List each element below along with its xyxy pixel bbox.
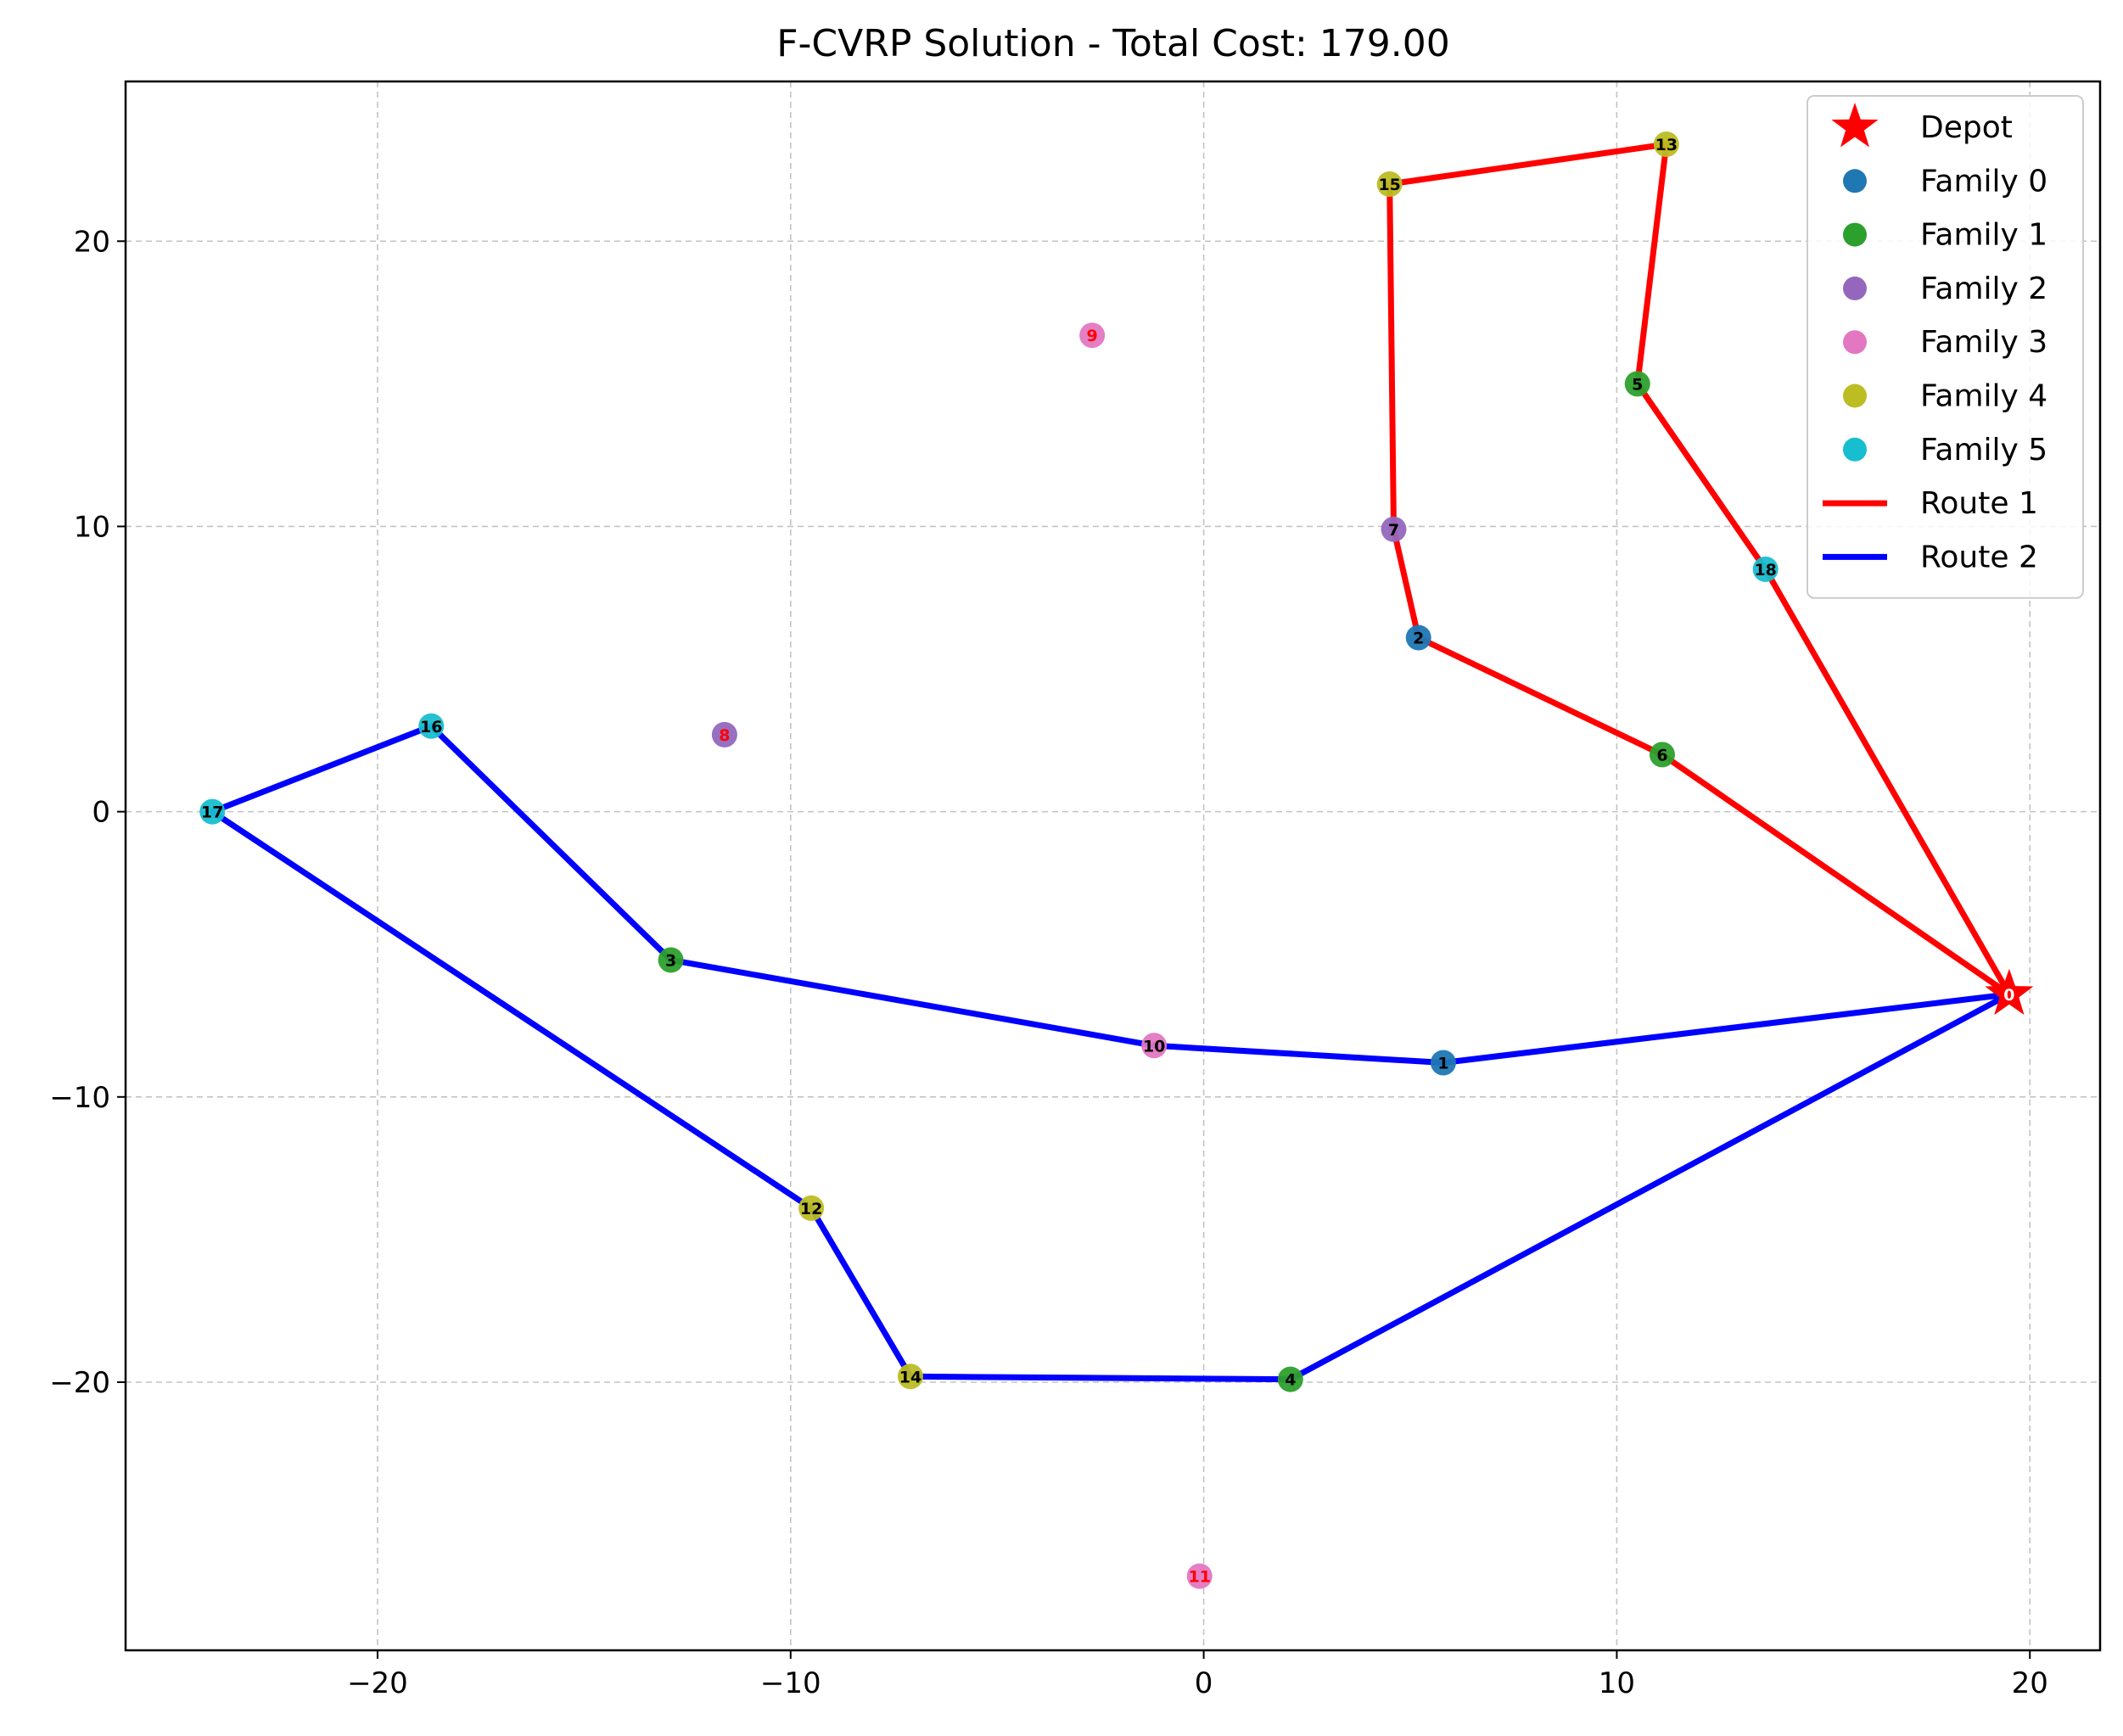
y-tick-label: 0 <box>92 796 110 830</box>
node-8-label: 8 <box>719 726 730 745</box>
legend-label: Depot <box>1920 110 2013 145</box>
legend-family-0-marker <box>1843 169 1867 193</box>
legend-depot-marker <box>1831 103 1879 148</box>
node-17-point <box>199 798 226 825</box>
plot-frame <box>124 80 2102 1652</box>
node-1-label: 1 <box>1437 1054 1448 1072</box>
node-12-point <box>798 1195 825 1221</box>
legend-label: Route 2 <box>1920 540 2038 574</box>
legend-box <box>1807 95 2084 599</box>
x-tick-label: −20 <box>347 1666 408 1700</box>
depot-star-marker <box>1985 968 2034 1016</box>
node-8-point <box>711 721 737 748</box>
x-tick-label: 20 <box>2012 1666 2048 1700</box>
node-17-label: 17 <box>201 804 223 822</box>
node-18-point <box>1752 556 1779 582</box>
node-2-point <box>1405 624 1431 651</box>
node-13-point <box>1653 131 1679 157</box>
legend-family-5-marker <box>1843 437 1867 462</box>
y-tick-label: 20 <box>74 225 110 259</box>
node-4-point <box>1277 1366 1303 1392</box>
legend-label: Family 4 <box>1920 379 2047 414</box>
node-10-point <box>1141 1033 1168 1059</box>
node-2-label: 2 <box>1413 630 1424 648</box>
legend-label: Route 1 <box>1920 486 2038 521</box>
legend-label: Family 1 <box>1920 218 2047 253</box>
legend-family-1-marker <box>1843 222 1867 247</box>
route-2-line <box>209 723 2011 1383</box>
node-7-label: 7 <box>1388 521 1399 540</box>
node-9-point <box>1079 322 1106 349</box>
node-5-label: 5 <box>1632 375 1643 394</box>
node-15-label: 15 <box>1378 176 1400 194</box>
node-12-label: 12 <box>800 1200 822 1218</box>
node-14-label: 14 <box>899 1368 921 1386</box>
x-tick-label: −10 <box>760 1666 821 1700</box>
depot-node-label: 0 <box>2003 986 2014 1005</box>
node-15-point <box>1376 171 1403 198</box>
legend-label: Family 0 <box>1920 164 2047 199</box>
legend: Depot Family 0 Family 1 Family 2 Family 3 Fam… <box>1807 95 2084 599</box>
node-18-label: 18 <box>1754 561 1776 580</box>
node-10-label: 10 <box>1143 1037 1165 1056</box>
node-16-point <box>418 713 445 739</box>
node-9-label: 9 <box>1087 327 1098 345</box>
y-tick-label: −20 <box>49 1366 110 1400</box>
node-6-label: 6 <box>1656 746 1667 764</box>
legend-family-2-marker <box>1843 276 1867 300</box>
legend-label: Family 2 <box>1920 272 2047 306</box>
node-1-point <box>1430 1050 1456 1076</box>
x-tick-label: 0 <box>1195 1666 1213 1700</box>
y-tick-label: 10 <box>74 510 110 544</box>
node-6-point <box>1649 742 1675 768</box>
legend-family-3-marker <box>1843 330 1867 355</box>
x-tick-label: 10 <box>1599 1666 1635 1700</box>
node-11-point <box>1186 1563 1213 1589</box>
node-13-label: 13 <box>1655 136 1678 154</box>
legend-label: Family 5 <box>1920 433 2047 468</box>
y-tick-label: −10 <box>49 1081 110 1115</box>
chart-title: F-CVRP Solution - Total Cost: 179.00 <box>776 22 1450 65</box>
node-4-label: 4 <box>1285 1371 1296 1390</box>
grid-layer <box>126 81 2100 1650</box>
node-16-label: 16 <box>420 718 442 736</box>
node-7-point <box>1381 516 1407 542</box>
node-3-label: 3 <box>665 951 676 970</box>
node-11-label: 11 <box>1189 1568 1211 1587</box>
node-14-point <box>897 1364 923 1390</box>
node-5-point <box>1624 371 1650 397</box>
node-3-point <box>658 947 684 973</box>
legend-family-4-marker <box>1843 384 1867 408</box>
route-layer <box>209 141 2012 1383</box>
legend-label: Family 3 <box>1920 325 2047 360</box>
